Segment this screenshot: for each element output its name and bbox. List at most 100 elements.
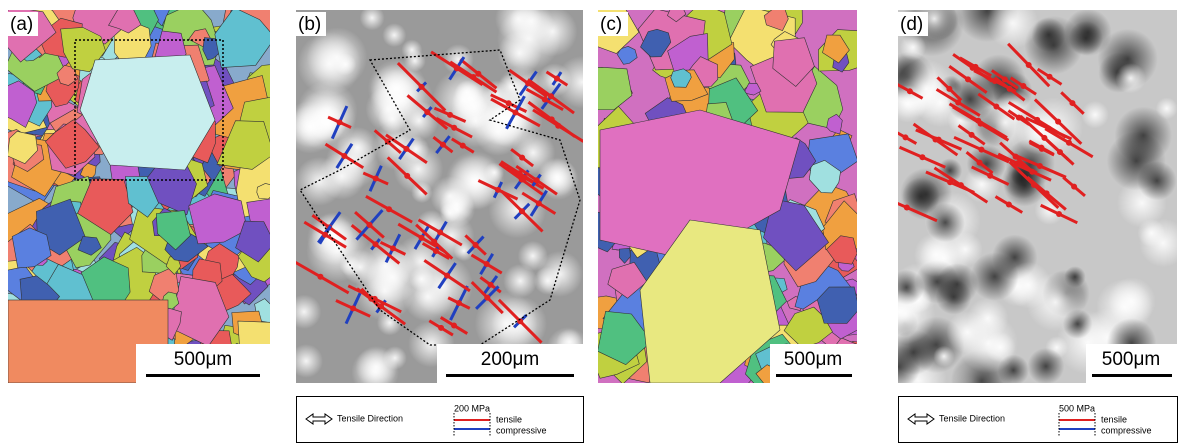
stress-point (460, 143, 466, 149)
stress-point (470, 74, 476, 80)
stress-point (386, 206, 392, 212)
stress-point (978, 121, 984, 127)
stress-point (404, 173, 410, 179)
texture (877, 290, 922, 335)
figure: (a) (b) (c) (d) 500μm 200μm 500μm 500μm … (0, 0, 1182, 443)
texture (946, 311, 988, 353)
panel-label: (a) (10, 14, 33, 35)
stress-point (337, 119, 343, 125)
texture (297, 32, 361, 96)
texture (383, 346, 407, 370)
texture (1137, 219, 1165, 247)
stress-point (456, 300, 462, 306)
stress-point (1029, 169, 1035, 175)
scale-bar (776, 374, 852, 377)
stress-point (473, 242, 479, 248)
legend-text: tensile (1101, 414, 1127, 424)
ebsd-map-c (578, 0, 893, 403)
stress-point (373, 175, 379, 181)
stress-point (1034, 117, 1040, 123)
stress-point (1037, 163, 1043, 169)
stress-point (919, 154, 925, 160)
legend-text: Tensile Direction (337, 413, 403, 423)
texture (1081, 101, 1109, 129)
texture (366, 86, 413, 133)
stress-point (431, 239, 437, 245)
stress-point (542, 96, 548, 102)
stress-point (368, 296, 374, 302)
stress-point (451, 125, 457, 131)
stress-point (946, 86, 952, 92)
stress-point (1026, 62, 1032, 68)
legend-text: Tensile Direction (939, 413, 1005, 423)
stress-point (1066, 140, 1072, 146)
stress-point (1002, 76, 1008, 82)
stress-point (444, 273, 450, 279)
stress-point (1069, 100, 1075, 106)
panel-label: (c) (600, 14, 622, 35)
stress-point (437, 229, 443, 235)
scale-bar (446, 374, 574, 377)
scale-label: 500μm (1102, 349, 1160, 370)
texture (926, 203, 965, 242)
stress-point (451, 323, 457, 329)
stress-point (512, 109, 518, 115)
legend-text: compressive (1101, 425, 1152, 435)
stress-point (904, 205, 910, 211)
texture (360, 5, 385, 30)
stress-point (519, 155, 525, 161)
stress-point (403, 146, 409, 152)
stress-point (1031, 182, 1037, 188)
stress-point (548, 93, 554, 99)
scale-bar (146, 374, 260, 377)
stress-point (438, 325, 444, 331)
legend-text: 500 MPa (1059, 403, 1095, 413)
stress-point (1020, 83, 1026, 89)
scale-label: 500μm (174, 349, 232, 370)
stress-point (554, 76, 560, 82)
texture (1115, 107, 1172, 164)
stress-point (484, 261, 490, 267)
stress-point (317, 274, 323, 280)
scale-label: 200μm (481, 349, 539, 370)
stress-point (973, 64, 979, 70)
panel-label: (b) (298, 14, 321, 35)
stress-point (987, 173, 993, 179)
texture (537, 157, 576, 196)
texture (382, 23, 406, 47)
stress-point (506, 100, 512, 106)
stress-point (322, 232, 328, 238)
stress-point (488, 282, 494, 288)
stress-point (955, 99, 961, 105)
stress-point (907, 88, 913, 94)
stress-point (978, 147, 984, 153)
stress-point (965, 76, 971, 82)
stress-point (447, 112, 453, 118)
stress-point (519, 208, 525, 214)
stress-point (549, 116, 555, 122)
texture (1028, 348, 1065, 385)
scale-bar (1092, 374, 1172, 377)
stress-point (484, 295, 490, 301)
texture (537, 251, 583, 297)
legend-text: tensile (496, 414, 522, 424)
stress-point (419, 84, 425, 90)
stress-point (424, 109, 430, 115)
texture (287, 295, 321, 329)
stress-point (350, 305, 356, 311)
stress-point (534, 177, 540, 183)
stress-point (1047, 74, 1053, 80)
texture (933, 346, 954, 367)
stress-point (366, 222, 372, 228)
stress-point (440, 142, 446, 148)
stress-point (419, 235, 425, 241)
stress-point (433, 248, 439, 254)
texture (1137, 161, 1176, 200)
stress-point (341, 153, 347, 159)
stress-point (936, 137, 942, 143)
stress-point (475, 71, 481, 77)
stress-point (1041, 135, 1047, 141)
stress-point (902, 134, 908, 140)
stress-point (1055, 119, 1061, 125)
stress-point (1006, 202, 1012, 208)
